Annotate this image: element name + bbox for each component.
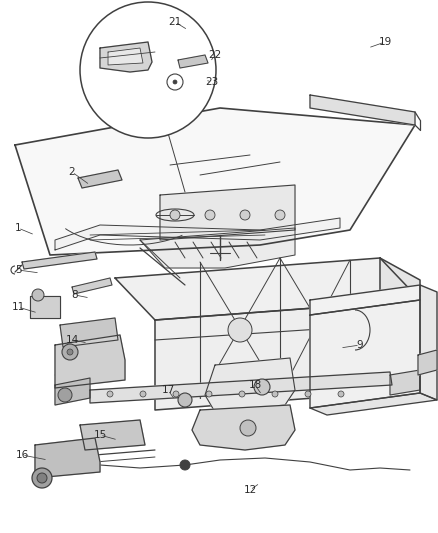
Polygon shape (35, 438, 100, 478)
Polygon shape (115, 258, 420, 320)
Circle shape (338, 391, 344, 397)
Polygon shape (310, 300, 420, 408)
Circle shape (254, 379, 270, 395)
Polygon shape (80, 420, 145, 450)
Text: 8: 8 (72, 290, 78, 300)
Circle shape (240, 420, 256, 436)
Text: 23: 23 (205, 77, 219, 87)
Polygon shape (55, 335, 125, 388)
Circle shape (140, 391, 146, 397)
Text: 15: 15 (93, 430, 106, 440)
Polygon shape (310, 95, 415, 125)
Text: 19: 19 (378, 37, 392, 47)
Polygon shape (78, 170, 122, 188)
Text: 17: 17 (161, 385, 175, 395)
Circle shape (170, 210, 180, 220)
Polygon shape (22, 252, 97, 269)
Circle shape (205, 210, 215, 220)
Circle shape (275, 210, 285, 220)
Circle shape (272, 391, 278, 397)
Polygon shape (108, 48, 143, 65)
Polygon shape (192, 405, 295, 450)
Circle shape (206, 391, 212, 397)
Circle shape (173, 391, 179, 397)
Circle shape (32, 289, 44, 301)
Polygon shape (55, 378, 90, 405)
Circle shape (305, 391, 311, 397)
Polygon shape (30, 296, 60, 318)
Text: 12: 12 (244, 485, 257, 495)
Text: 9: 9 (357, 340, 363, 350)
Circle shape (228, 318, 252, 342)
Polygon shape (155, 300, 420, 410)
Circle shape (173, 80, 177, 84)
Text: 16: 16 (15, 450, 28, 460)
Polygon shape (205, 358, 295, 412)
Polygon shape (140, 228, 295, 268)
Circle shape (180, 460, 190, 470)
Text: 5: 5 (15, 265, 21, 275)
Polygon shape (310, 285, 420, 315)
Polygon shape (160, 185, 295, 240)
Circle shape (178, 393, 192, 407)
Text: 18: 18 (248, 380, 261, 390)
Polygon shape (72, 278, 112, 294)
Text: 2: 2 (69, 167, 75, 177)
Text: 1: 1 (15, 223, 21, 233)
Text: 21: 21 (168, 17, 182, 27)
Circle shape (167, 74, 183, 90)
Polygon shape (15, 108, 415, 255)
Polygon shape (178, 55, 208, 68)
Text: 11: 11 (11, 302, 25, 312)
Polygon shape (380, 258, 420, 390)
Circle shape (240, 210, 250, 220)
Circle shape (32, 468, 52, 488)
Polygon shape (90, 372, 392, 403)
Circle shape (80, 2, 216, 138)
Polygon shape (390, 370, 420, 395)
Circle shape (37, 473, 47, 483)
Polygon shape (310, 393, 437, 415)
Polygon shape (420, 285, 437, 400)
Polygon shape (60, 318, 118, 347)
Circle shape (239, 391, 245, 397)
Polygon shape (55, 218, 340, 250)
Polygon shape (100, 42, 152, 72)
Text: 14: 14 (65, 335, 79, 345)
Text: 22: 22 (208, 50, 222, 60)
Circle shape (62, 344, 78, 360)
Circle shape (107, 391, 113, 397)
Circle shape (58, 388, 72, 402)
Polygon shape (418, 350, 437, 375)
Circle shape (67, 349, 73, 355)
